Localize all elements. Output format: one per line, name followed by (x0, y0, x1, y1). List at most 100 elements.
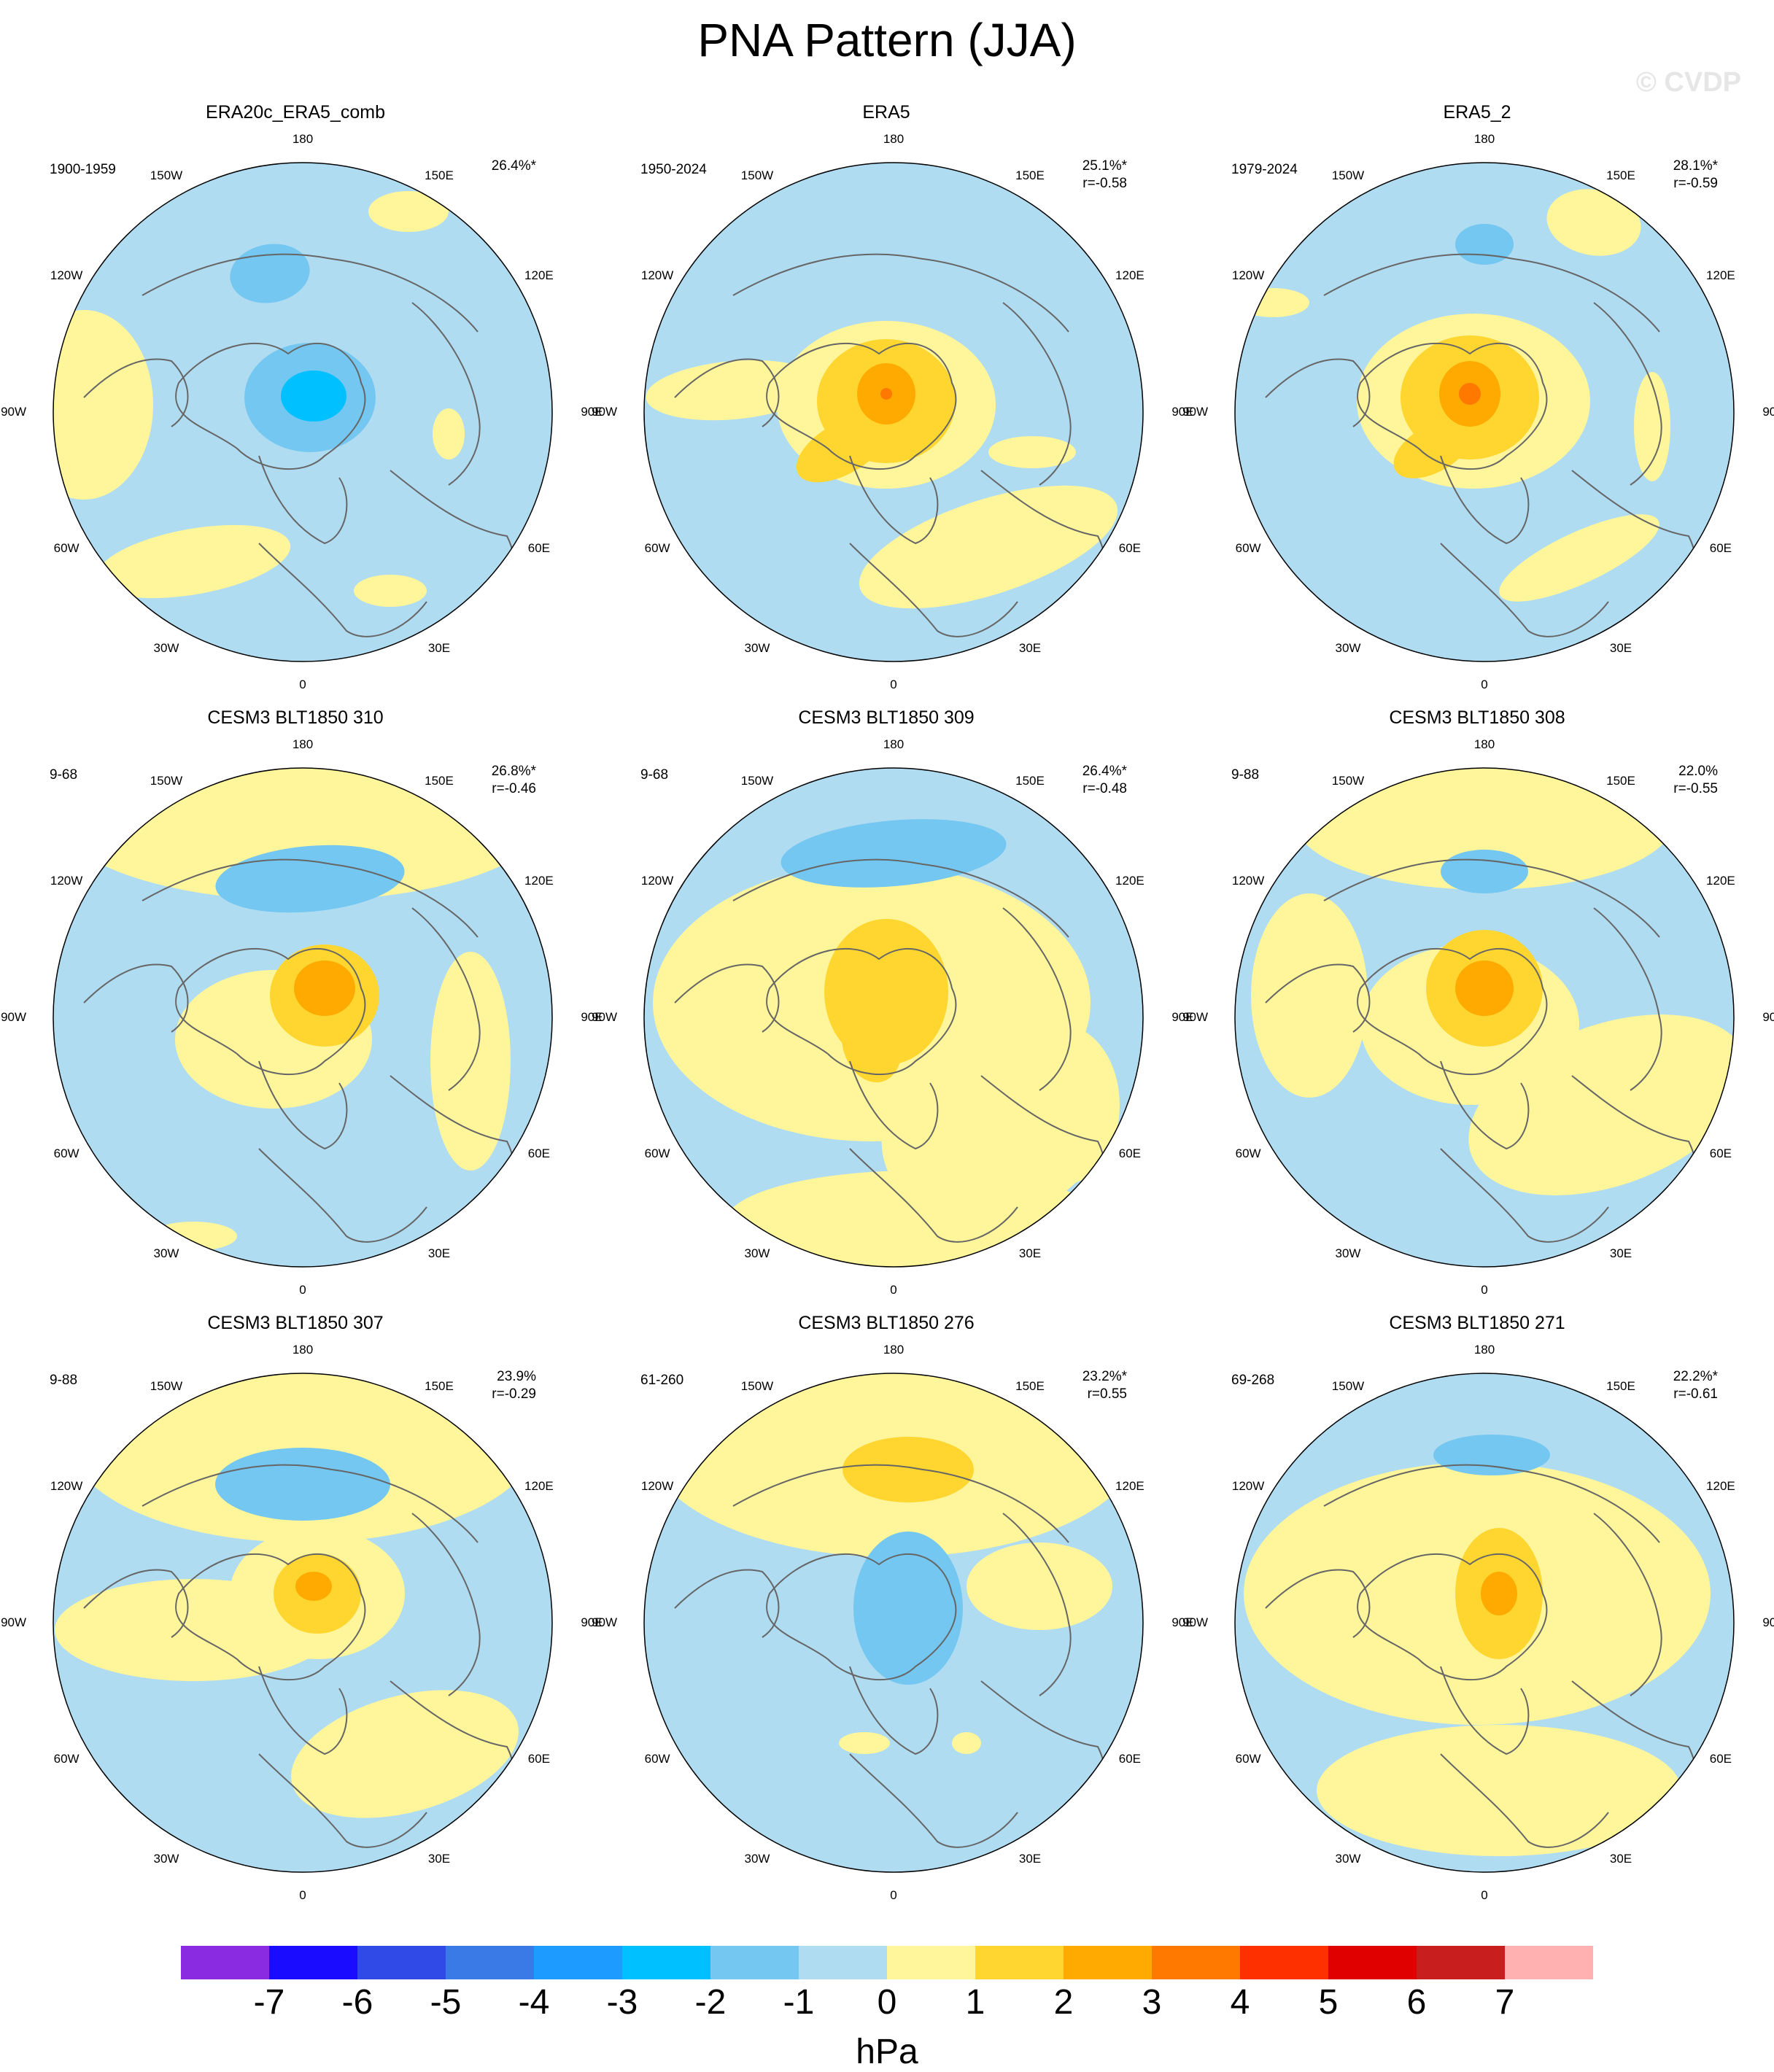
polar-map (1234, 767, 1735, 1268)
longitude-label: 90E (1762, 405, 1774, 419)
longitude-label: 0 (1481, 678, 1488, 691)
colorbar-swatch (799, 1946, 887, 1979)
longitude-label: 150W (150, 1379, 183, 1394)
colorbar-tick-label: -5 (430, 1983, 462, 2022)
coastline (142, 253, 479, 333)
longitude-label: 120W (640, 874, 674, 888)
longitude-label: 150E (425, 774, 454, 788)
longitude-label: 30W (1335, 1246, 1361, 1260)
colorbar-swatch (887, 1946, 975, 1979)
pattern-correlation: r=-0.29 (492, 1386, 536, 1402)
map-border (53, 767, 553, 1268)
panel-title: ERA5_2 (1443, 102, 1511, 123)
longitude-label: 30W (1335, 640, 1361, 655)
anomaly-contour (1455, 961, 1514, 1016)
longitude-label: 30E (1609, 1246, 1632, 1260)
longitude-label: 30E (1018, 1851, 1042, 1866)
anomaly-contour (1441, 850, 1528, 893)
colorbar-swatch (181, 1946, 269, 1979)
coastline (258, 1666, 348, 1755)
anomaly-contour (841, 1003, 902, 1083)
panel-title: CESM3 BLT1850 309 (798, 707, 975, 728)
anomaly-contour (281, 370, 346, 422)
longitude-label: 60W (1235, 1752, 1261, 1766)
coastline (1357, 1553, 1548, 1681)
panel-title: ERA20c_ERA5_comb (206, 102, 385, 123)
longitude-label: 30W (744, 640, 770, 655)
longitude-label: 90W (1182, 1010, 1209, 1024)
coastline (258, 455, 348, 545)
colorbar-tick-label: -3 (606, 1983, 638, 2022)
anomaly-contour (53, 310, 153, 500)
colorbar-tick-label: 7 (1495, 1983, 1515, 2022)
pattern-correlation: r=-0.58 (1082, 175, 1127, 191)
anomaly-contour (433, 408, 465, 459)
longitude-label: 150E (425, 168, 454, 183)
coastline (1323, 1464, 1660, 1543)
panel-title: ERA5 (862, 102, 910, 123)
longitude-label: 60W (644, 1752, 670, 1766)
longitude-label: 180 (883, 132, 905, 146)
variance-explained: 23.2%* (1082, 1369, 1127, 1384)
panel-period: 69-268 (1231, 1373, 1275, 1388)
longitude-label: 120E (524, 1479, 554, 1493)
longitude-label: 90W (1, 405, 27, 419)
colorbar-swatch (1064, 1946, 1152, 1979)
colorbar-swatch (357, 1946, 446, 1979)
pattern-correlation: r=0.55 (1087, 1386, 1127, 1402)
longitude-label: 30E (1018, 640, 1042, 655)
longitude-label: 180 (292, 737, 314, 751)
map-border (53, 1373, 553, 1873)
panel-period: 9-68 (50, 767, 78, 783)
anomaly-contour (843, 1437, 974, 1502)
coastline (766, 1553, 957, 1681)
polar-map (1234, 162, 1735, 662)
longitude-label: 120W (1231, 874, 1265, 888)
map-panel: ERA20c_ERA5_comb 1900-1959 26.4%* 180 150E 12… (0, 102, 603, 691)
longitude-label: 150W (1331, 168, 1365, 183)
longitude-label: 90E (581, 1010, 603, 1024)
panel-period: 61-260 (640, 1373, 684, 1388)
anomaly-contour (952, 1732, 981, 1754)
anomaly-contour (796, 414, 889, 483)
panel-period: 9-88 (50, 1373, 78, 1388)
polar-map (643, 767, 1144, 1268)
longitude-label: 90E (1762, 1615, 1774, 1629)
longitude-label: 30E (427, 640, 451, 655)
panel-title: CESM3 BLT1850 271 (1389, 1313, 1565, 1333)
colorbar-tick-label: -2 (694, 1983, 727, 2022)
map-panel: ERA5 1950-2024 25.1%* r=-0.58 180 150E 120E 90E… (591, 102, 1194, 691)
longitude-label: 0 (299, 1888, 306, 1902)
longitude-label: 30E (1609, 1851, 1632, 1866)
longitude-label: 60W (1235, 1146, 1261, 1160)
anomaly-contour (726, 1171, 1105, 1267)
longitude-label: 0 (299, 678, 306, 691)
longitude-label: 120E (1706, 874, 1735, 888)
longitude-label: 120W (50, 268, 83, 282)
coastline (766, 947, 957, 1076)
coastline (766, 342, 957, 470)
colorbar-tick-label: 3 (1142, 1983, 1162, 2022)
coastline (1440, 1060, 1530, 1150)
variance-explained: 22.0% (1678, 764, 1718, 779)
longitude-label: 90E (1762, 1010, 1774, 1024)
anomaly-contour (988, 436, 1076, 468)
longitude-label: 0 (890, 1888, 897, 1902)
polar-map (53, 1373, 553, 1873)
anomaly-contour (1236, 288, 1309, 317)
longitude-label: 150E (1606, 1379, 1635, 1394)
colorbar (181, 1946, 1593, 1979)
anomaly-contour (354, 575, 427, 607)
pattern-correlation: r=-0.46 (492, 780, 536, 796)
anomaly-contour (1546, 189, 1641, 256)
anomaly-contour (96, 524, 291, 599)
panel-stats: 25.1%* r=-0.58 (1082, 158, 1127, 193)
anomaly-contour (853, 1532, 963, 1685)
coastline (732, 253, 1069, 333)
coastline (411, 302, 481, 486)
polar-map (643, 1373, 1144, 1873)
anomaly-contour (295, 1572, 332, 1601)
coastline (258, 1753, 427, 1848)
longitude-label: 120E (1115, 268, 1144, 282)
variance-explained: 23.9% (497, 1369, 536, 1384)
